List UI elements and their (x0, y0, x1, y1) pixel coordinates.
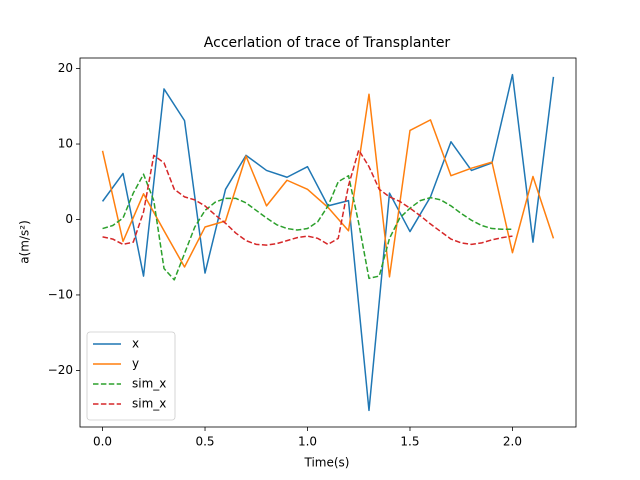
series-line (101, 93, 555, 278)
y-tick-label: 10 (58, 137, 73, 151)
y-tick-label: 0 (65, 212, 73, 226)
chart-title: Accerlation of trace of Transplanter (204, 35, 451, 51)
legend-label: x (132, 337, 139, 351)
plot-frame (79, 57, 577, 428)
y-tick-label: 20 (58, 61, 73, 75)
x-axis-label: Time(s) (304, 456, 350, 470)
legend-label: sim_x (132, 397, 166, 411)
legend-label: sim_x (132, 377, 166, 391)
y-tick-label: −10 (48, 287, 73, 301)
legend-label: y (132, 357, 139, 371)
x-tick-label: 1.5 (400, 435, 419, 449)
y-tick-label: −20 (48, 363, 73, 377)
x-tick-label: 0.5 (195, 435, 214, 449)
legend-box (86, 331, 176, 421)
x-tick-label: 2.0 (503, 435, 522, 449)
x-tick-label: 1.0 (298, 435, 317, 449)
series-line (102, 173, 513, 281)
x-tick-label: 0.0 (93, 435, 112, 449)
series-line (102, 149, 513, 246)
y-axis-label: a(m/s²) (18, 220, 32, 264)
